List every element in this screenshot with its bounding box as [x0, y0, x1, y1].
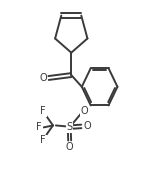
Text: F: F [36, 122, 42, 132]
Text: O: O [66, 143, 74, 152]
Text: F: F [40, 135, 46, 145]
Text: F: F [40, 106, 46, 116]
Text: O: O [39, 73, 47, 83]
Text: O: O [81, 106, 88, 116]
Text: O: O [84, 121, 91, 131]
Text: S: S [66, 122, 72, 132]
